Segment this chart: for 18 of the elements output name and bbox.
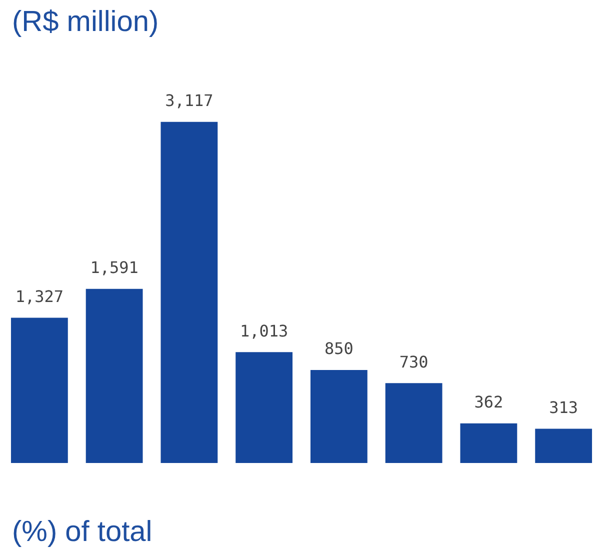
bar bbox=[86, 288, 143, 463]
chart-title: (R$ million) bbox=[12, 6, 159, 39]
data-label: 313 bbox=[549, 398, 578, 417]
bar bbox=[236, 352, 293, 463]
data-label: 730 bbox=[399, 352, 428, 372]
data-label: 1,591 bbox=[90, 258, 138, 278]
text: (%) of total bbox=[12, 516, 152, 549]
data-label: 1,327 bbox=[15, 286, 64, 306]
bar bbox=[385, 383, 442, 463]
bar bbox=[460, 423, 518, 463]
data-label: 362 bbox=[474, 392, 504, 412]
data-label: 1,013 bbox=[240, 321, 288, 340]
bar bbox=[535, 428, 592, 463]
bar bbox=[310, 370, 368, 463]
bar bbox=[10, 318, 68, 463]
bar bbox=[160, 122, 218, 463]
data-label: 850 bbox=[324, 339, 354, 358]
data-label: 3,117 bbox=[165, 91, 214, 110]
